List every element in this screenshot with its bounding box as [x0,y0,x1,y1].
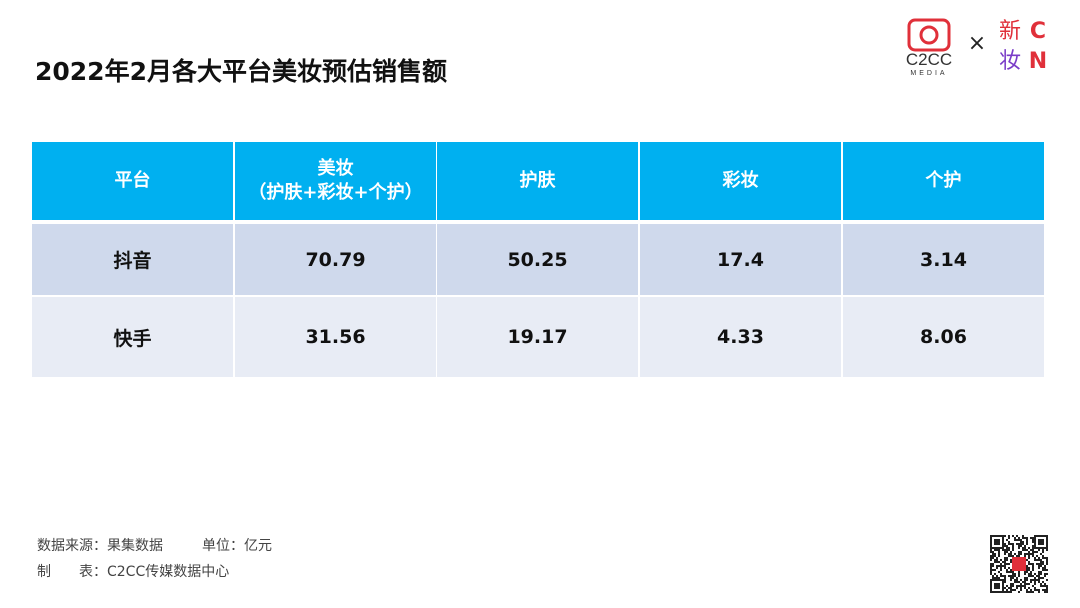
maker-note: 制 表：C2CC传媒数据中心 [37,564,230,580]
table-cell: 17.4 [640,224,841,295]
header-text: 彩妆 [722,170,759,191]
logo-name: C2CC [906,50,952,69]
logos: C2CC MEDIA × 新 C 妆 N [906,18,1047,77]
header-text: 平台 [114,170,151,191]
table-cell: 19.17 [437,297,638,377]
logo-char: N [1029,49,1047,74]
table-cell: 3.14 [843,224,1044,295]
header-text: 护肤 [519,170,556,191]
table-cell: 70.79 [235,224,436,295]
source-note: 数据来源：果集数据 [37,538,163,554]
header-cell: 个护 [843,142,1044,220]
logo-char: C [1030,19,1046,44]
header-cell: 彩妆 [640,142,841,220]
table-cell: 8.06 [843,297,1044,377]
table-cell: 31.56 [235,297,436,377]
qr-code [990,535,1048,593]
table-cell: 快手 [32,297,233,377]
header-text: 个护 [925,170,962,191]
logo-char: 妆 [999,49,1021,74]
camera-lens [919,25,939,45]
table-cell: 抖音 [32,224,233,295]
title: 2022年2月各大平台美妆预估销售额 [35,57,447,86]
header-text: 美妆 [317,158,354,179]
header-cell: 平台 [32,142,233,220]
logo-separator: × [968,31,986,56]
table-cell: 4.33 [640,297,841,377]
table-cell: 50.25 [437,224,638,295]
header-cell: 护肤 [437,142,638,220]
header-cell: 美妆 （护肤+彩妆+个护） [235,142,436,220]
camera-icon [907,18,951,52]
header-text: （护肤+彩妆+个护） [248,182,423,203]
logo-char: 新 [999,19,1021,44]
logo-sub: MEDIA [910,70,947,77]
unit-note: 单位：亿元 [202,538,272,554]
